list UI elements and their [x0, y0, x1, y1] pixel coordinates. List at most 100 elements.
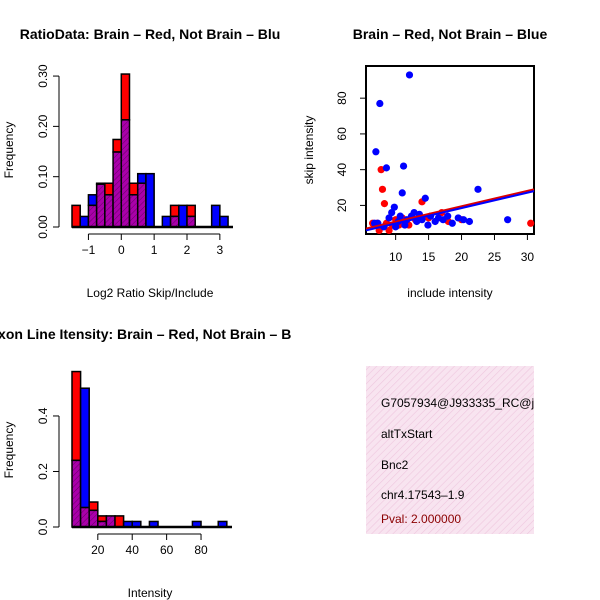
- bar-not-brain: [79, 215, 90, 228]
- bar-overlap: [105, 515, 116, 528]
- bar-not-brain: [79, 387, 90, 509]
- x-tick-label: 2: [184, 243, 191, 257]
- x-tick-label: 25: [488, 250, 502, 264]
- bar-overlap: [104, 194, 114, 228]
- point-brain: [380, 200, 389, 208]
- x-tick-label: 40: [126, 543, 140, 557]
- point-not-brain: [392, 223, 400, 231]
- point-not-brain: [390, 203, 398, 211]
- point-not-brain: [385, 214, 393, 222]
- ratio-hist-xlabel: Log2 Ratio Skip/Include: [87, 286, 214, 300]
- point-not-brain: [388, 208, 396, 217]
- intensity-hist-ylabel: Frequency: [2, 422, 16, 479]
- bar-overlap: [79, 506, 90, 528]
- scatter-frame: [365, 65, 535, 235]
- x-tick-label: 1: [151, 243, 158, 257]
- scatter-plot-area: 10 15 20 25 30 20 40 60 80: [335, 71, 534, 264]
- x-tick-label: 15: [422, 250, 436, 264]
- bar-not-brain: [136, 172, 147, 184]
- x-tick-label: 20: [455, 250, 469, 264]
- bar-brain: [114, 515, 125, 528]
- y-tick-label: 0.0: [36, 518, 50, 535]
- x-tick-label: 30: [521, 250, 535, 264]
- ratio-hist-ylabel: Frequency: [2, 122, 16, 179]
- scatter-panel: Brain – Red, Not Brain – Blue 10 15 20 25 30…: [302, 26, 547, 300]
- y-tick-label: 0.4: [36, 407, 50, 424]
- scatter-xlabel: include intensity: [407, 286, 492, 300]
- gene-text: Bnc2: [381, 458, 409, 472]
- point-not-brain: [405, 71, 414, 79]
- point-brain: [527, 219, 535, 227]
- y-tick-label: 40: [335, 163, 349, 177]
- bar-overlap: [112, 151, 123, 228]
- ratio-histogram-panel: RatioData: Brain – Red, Not Brain – Blu …: [2, 26, 280, 300]
- trend-line-not-brain: [365, 190, 535, 232]
- x-tick-label: 3: [217, 243, 224, 257]
- y-tick-label: 0.30: [36, 64, 50, 88]
- y-tick-label: 0.2: [36, 463, 50, 480]
- point-not-brain: [444, 212, 452, 220]
- bar-overlap: [71, 459, 82, 528]
- x-tick-label: 10: [389, 250, 403, 264]
- bar-overlap: [186, 215, 196, 228]
- y-tick-label: 60: [335, 127, 349, 141]
- point-not-brain: [398, 189, 406, 197]
- bar-brain: [186, 204, 196, 218]
- y-tick-label: 0.20: [36, 114, 50, 138]
- intensity-hist-xlabel: Intensity: [128, 586, 173, 600]
- scatter-ylabel: skip intensity: [302, 116, 316, 185]
- trend-line-brain: [365, 188, 535, 230]
- intensity-hist-plot-area: 20 40 60 80 0.0 0.2 0.4: [36, 370, 232, 557]
- x-tick-label: 20: [91, 543, 105, 557]
- bar-brain: [71, 370, 82, 462]
- pval-text: Pval: 2.000000: [381, 512, 461, 526]
- x-tick-label: 60: [160, 543, 174, 557]
- bar-brain: [88, 501, 99, 512]
- x-tick-label: 80: [194, 543, 208, 557]
- intensity-hist-title: Exon Line Itensity: Brain – Red, Not Bra…: [0, 326, 291, 342]
- bar-not-brain: [87, 194, 98, 207]
- bar-brain: [71, 204, 81, 228]
- bar-brain: [120, 73, 131, 121]
- bar-overlap: [128, 194, 139, 228]
- point-not-brain: [474, 185, 482, 193]
- scatter-title: Brain – Red, Not Brain – Blue: [353, 26, 548, 42]
- point-not-brain: [376, 99, 384, 108]
- bar-overlap: [120, 119, 131, 228]
- bar-brain: [112, 138, 123, 153]
- location-text: chr4.17543–1.9: [381, 488, 465, 502]
- intensity-histogram-panel: Exon Line Itensity: Brain – Red, Not Bra…: [0, 326, 291, 600]
- info-panel-background: [366, 366, 534, 534]
- y-tick-label: 80: [335, 91, 349, 105]
- bar-not-brain: [178, 204, 188, 228]
- x-tick-label: 0: [118, 243, 125, 257]
- event-type-text: altTxStart: [381, 427, 433, 441]
- point-not-brain: [372, 148, 380, 156]
- bar-not-brain: [145, 172, 155, 228]
- bar-overlap: [87, 204, 98, 228]
- bar-brain: [97, 515, 108, 523]
- point-not-brain: [399, 162, 408, 170]
- ratio-hist-plot-area: −1 0 1 2 3 0.00 0.10 0.20 0.30: [36, 64, 233, 257]
- y-tick-label: 0.10: [36, 165, 50, 189]
- point-not-brain: [382, 164, 391, 172]
- bar-overlap: [88, 509, 99, 528]
- point-not-brain: [424, 221, 432, 229]
- bar-not-brain: [210, 204, 221, 228]
- bar-brain: [104, 182, 114, 196]
- bar-brain: [128, 182, 139, 196]
- point-not-brain: [465, 217, 474, 226]
- probe-id-text: G7057934@J933335_RC@j_at: [381, 396, 551, 410]
- ratio-hist-title: RatioData: Brain – Red, Not Brain – Blu: [20, 26, 281, 42]
- bar-brain: [169, 204, 180, 218]
- point-not-brain: [504, 216, 512, 224]
- bar-overlap: [136, 182, 147, 228]
- y-tick-label: 20: [335, 198, 349, 212]
- point-not-brain: [459, 216, 468, 224]
- bar-not-brain: [219, 215, 229, 228]
- bar-not-brain: [161, 215, 172, 228]
- point-not-brain: [396, 212, 404, 220]
- y-tick-label: 0.00: [36, 215, 50, 239]
- bar-overlap: [95, 183, 106, 228]
